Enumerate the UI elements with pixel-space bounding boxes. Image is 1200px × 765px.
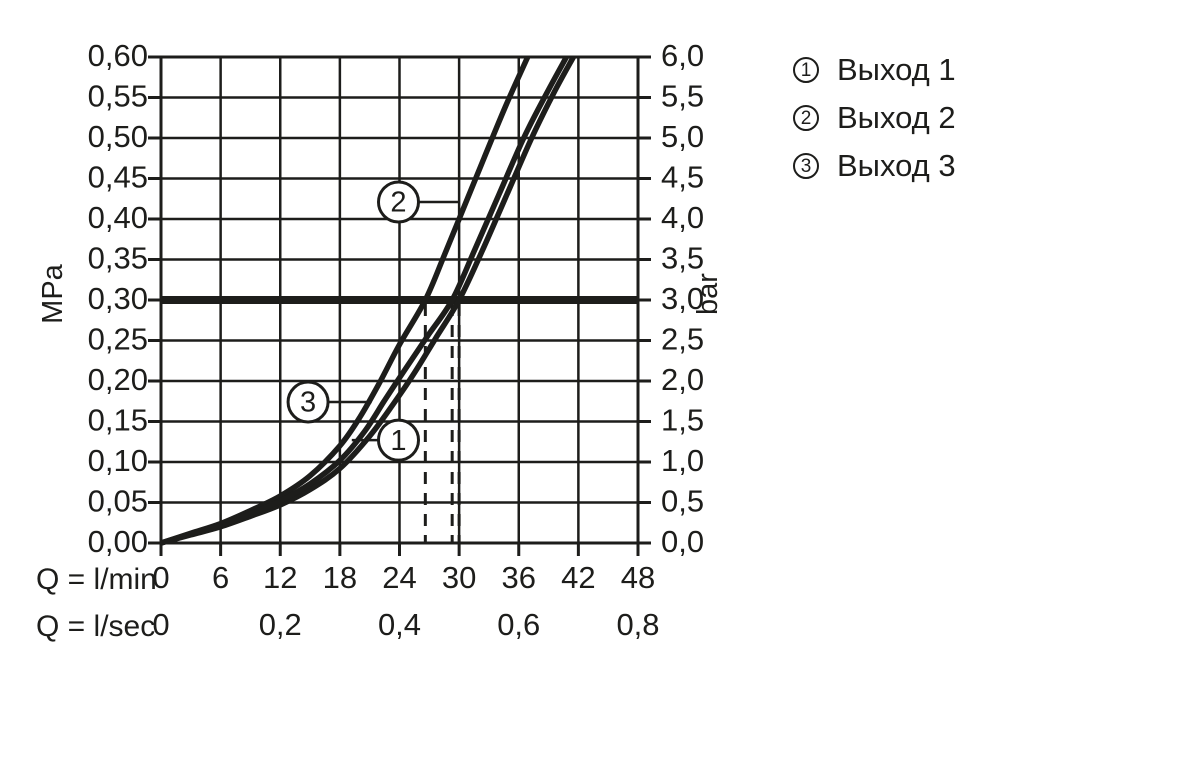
y-tick-label-mpa: 0,10 <box>88 443 148 478</box>
y-axis-labels-mpa: 0,00 0,05 0,10 0,15 0,20 0,25 0,30 0,35 0,40 0,45… <box>88 38 148 559</box>
x-tick-label-lmin: 36 <box>502 560 536 595</box>
x-tick-label-lmin: 30 <box>442 560 476 595</box>
legend-label-3: Выход 3 <box>837 148 956 183</box>
y-tick-label-mpa: 0,15 <box>88 403 148 438</box>
y-axis-unit-mpa: MPa <box>37 263 69 324</box>
x-tick-label-lsec: 0,2 <box>259 607 302 642</box>
legend-label-2: Выход 2 <box>837 100 956 135</box>
legend-symbol-circle-1: 1 <box>793 57 819 83</box>
y-tick-label-mpa: 0,40 <box>88 200 148 235</box>
legend-symbol-circle-3: 3 <box>793 153 819 179</box>
x-tick-label-lmin: 42 <box>561 560 595 595</box>
y-tick-label-bar: 3,0 <box>661 281 704 316</box>
x-tick-label-lmin: 12 <box>263 560 297 595</box>
y-tick-label-bar: 6,0 <box>661 38 704 73</box>
y-tick-label-mpa: 0,35 <box>88 241 148 276</box>
x-tick-label-lmin: 18 <box>323 560 357 595</box>
y-tick-label-bar: 0,0 <box>661 524 704 559</box>
annotation-number-3: 3 <box>300 387 316 419</box>
dashed-guides <box>423 304 461 543</box>
y-tick-label-bar: 0,5 <box>661 484 704 519</box>
y-axis-labels-bar: 0,0 0,5 1,0 1,5 2,0 2,5 3,0 3,5 4,0 4,5 5,0 5,5 6,0 <box>661 38 704 559</box>
annotation-circle-3 <box>286 380 330 424</box>
y-tick-label-mpa: 0,45 <box>88 160 148 195</box>
legend: 1 Выход 1 2 Выход 2 3 Выход 3 <box>793 53 956 183</box>
x-axis-labels: 0 6 12 18 24 30 36 42 48 0 0,2 0,4 0,6 0,8 <box>152 560 659 642</box>
y-tick-label-bar: 4,5 <box>661 160 704 195</box>
y-tick-label-mpa: 0,60 <box>88 38 148 73</box>
x-axis-prefix-lsec: Q = l/sec <box>36 610 155 643</box>
x-tick-label-lsec: 0,4 <box>378 607 421 642</box>
y-tick-label-bar: 5,5 <box>661 79 704 114</box>
y-tick-label-mpa: 0,50 <box>88 119 148 154</box>
annotation-number-1: 1 <box>390 425 406 457</box>
y-tick-label-bar: 2,5 <box>661 322 704 357</box>
y-tick-label-bar: 2,0 <box>661 362 704 397</box>
legend-item-3: 3 Выход 3 <box>793 149 956 183</box>
y-tick-label-bar: 1,5 <box>661 403 704 438</box>
legend-item-1: 1 Выход 1 <box>793 53 956 87</box>
x-tick-label-lmin: 6 <box>212 560 229 595</box>
legend-item-2: 2 Выход 2 <box>793 101 956 135</box>
x-tick-label-lsec: 0,6 <box>497 607 540 642</box>
annotation-number-2: 2 <box>390 187 406 219</box>
y-tick-label-mpa: 0,05 <box>88 484 148 519</box>
curve-annotations: 1 2 3 <box>286 180 459 462</box>
x-tick-label-lmin: 24 <box>382 560 416 595</box>
curves <box>159 55 577 546</box>
legend-symbol-circle-2: 2 <box>793 105 819 131</box>
y-axis-unit-bar: bar <box>692 273 724 315</box>
y-tick-label-bar: 5,0 <box>661 119 704 154</box>
curve-output-3 <box>159 55 570 546</box>
annotation-circle-2 <box>377 180 421 224</box>
axis-ticks <box>148 55 651 556</box>
y-tick-label-bar: 3,5 <box>661 241 704 276</box>
y-tick-label-mpa: 0,30 <box>88 281 148 316</box>
y-tick-label-bar: 4,0 <box>661 200 704 235</box>
y-tick-label-bar: 1,0 <box>661 443 704 478</box>
y-tick-label-mpa: 0,25 <box>88 322 148 357</box>
y-tick-label-mpa: 0,00 <box>88 524 148 559</box>
y-tick-label-mpa: 0,55 <box>88 79 148 114</box>
y-tick-label-mpa: 0,20 <box>88 362 148 397</box>
x-axis-prefix-lmin: Q = l/min <box>36 563 157 596</box>
annotation-circle-1 <box>377 418 421 462</box>
x-tick-label-lmin: 48 <box>621 560 655 595</box>
x-tick-label-lsec: 0 <box>152 607 169 642</box>
x-tick-label-lsec: 0,8 <box>616 607 659 642</box>
legend-label-1: Выход 1 <box>837 52 956 87</box>
x-tick-label-lmin: 0 <box>152 560 169 595</box>
